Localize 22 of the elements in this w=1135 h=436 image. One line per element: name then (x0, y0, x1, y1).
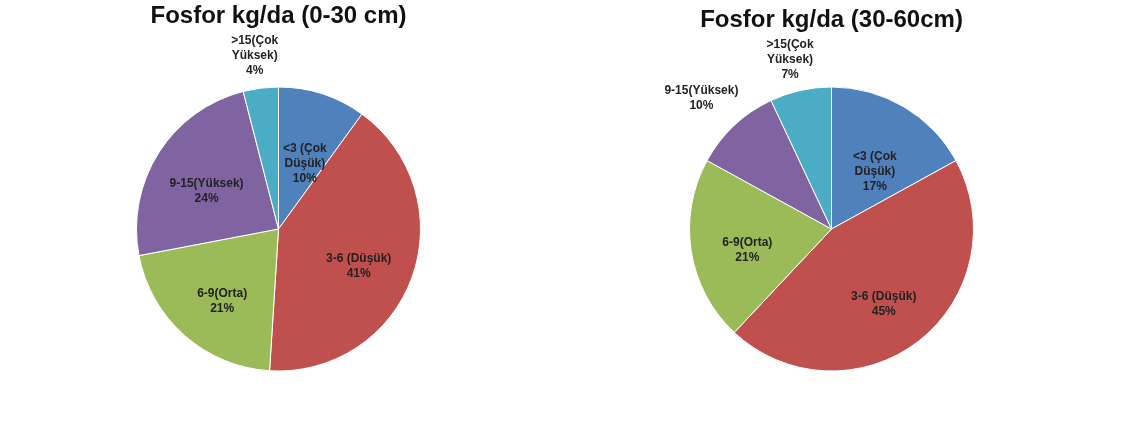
data-label: 21% (210, 300, 235, 315)
slice-label: 6-9(Orta) (722, 235, 773, 250)
data-label: 45% (871, 304, 897, 319)
slice-label: 9-15(Yüksek) (169, 176, 244, 191)
data-label: 21% (735, 250, 760, 265)
chart-title: Fosfor kg/da (30-60cm) (700, 4, 963, 32)
slice-label: 6-9(Orta) (197, 285, 248, 300)
data-label: 41% (346, 265, 371, 280)
slice-label: 3-6 (Düşük) (325, 250, 392, 265)
chart-title: Fosfor kg/da (0-30 cm) (150, 1, 407, 29)
data-label: 4% (246, 63, 264, 78)
data-label: 10% (292, 170, 318, 185)
slice-label: <3 (Çok Düşük) (282, 140, 327, 170)
slice-label: <3 (Çok Düşük) (853, 148, 898, 178)
data-label: 17% (862, 178, 888, 193)
data-label: 10% (689, 98, 714, 113)
slice-label: 9-15(Yüksek) (664, 83, 739, 98)
data-label: 24% (194, 191, 219, 206)
data-label: 7% (781, 66, 800, 81)
slice-label: >15(Çok Yüksek) (766, 36, 814, 66)
slice-label: >15(Çok Yüksek) (231, 33, 279, 63)
slice-label: 3-6 (Düşük) (851, 289, 917, 304)
